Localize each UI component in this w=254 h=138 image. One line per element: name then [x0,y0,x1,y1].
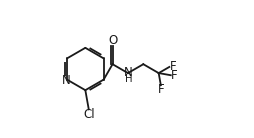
Text: O: O [108,34,117,47]
Text: F: F [169,60,176,73]
Text: H: H [125,74,132,83]
Text: N: N [124,66,133,79]
Text: F: F [171,69,178,82]
Text: Cl: Cl [84,108,95,121]
Text: N: N [62,74,71,87]
Text: F: F [157,83,164,96]
